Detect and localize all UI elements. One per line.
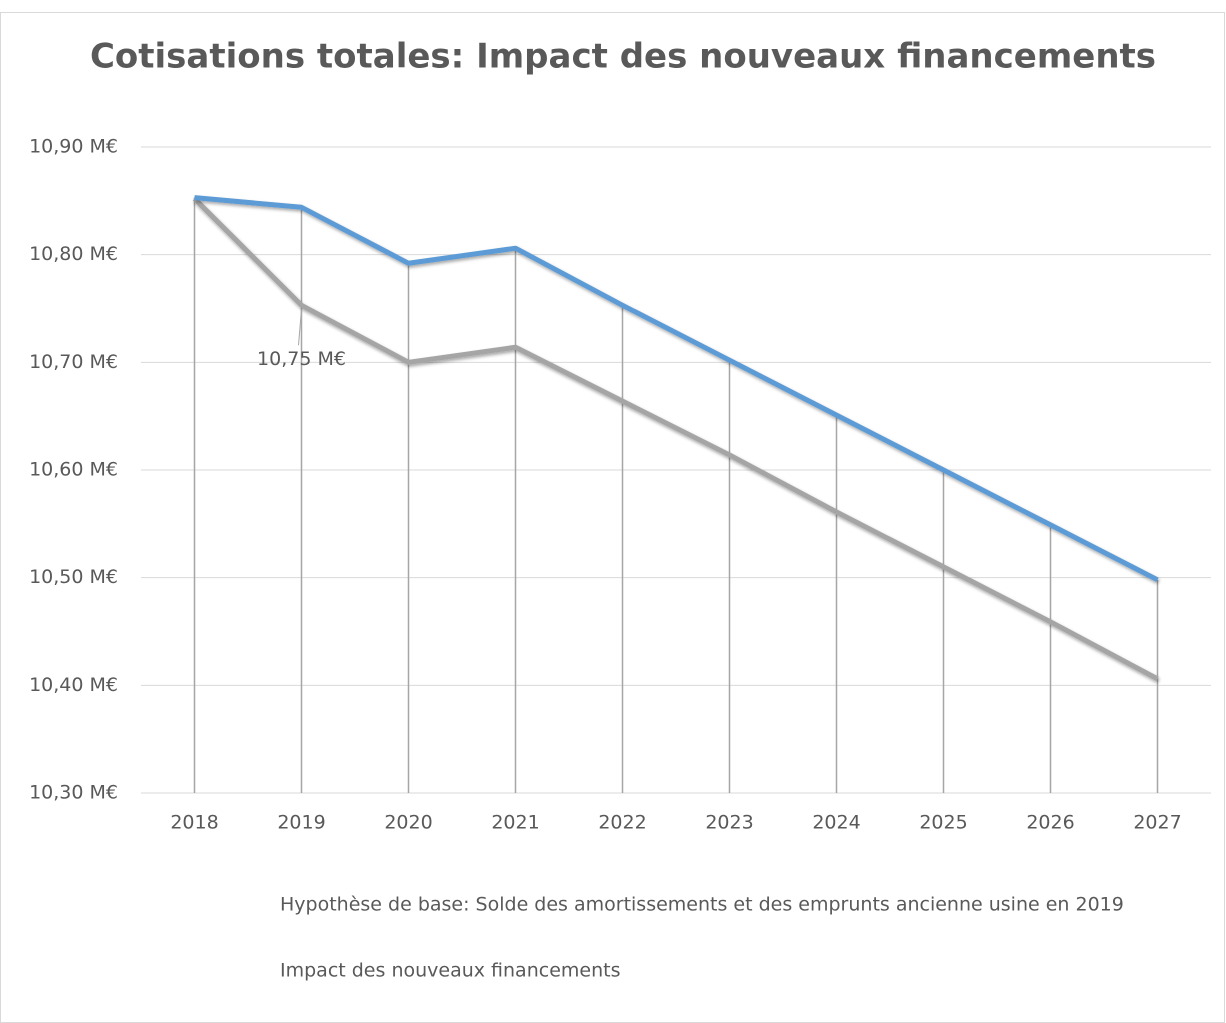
series-line — [192, 196, 1159, 682]
y-tick-label: 10,90 M€ — [29, 136, 118, 158]
y-tick-label: 10,30 M€ — [29, 782, 118, 804]
x-tick-label: 2023 — [705, 812, 753, 834]
x-tick-label: 2019 — [277, 812, 325, 834]
x-tick-label: 2020 — [384, 812, 432, 834]
y-tick-label: 10,80 M€ — [29, 243, 118, 265]
legend-label: Impact des nouveaux financements — [280, 960, 620, 982]
x-tick-label: 2025 — [919, 812, 967, 834]
x-tick-label: 2027 — [1133, 812, 1181, 834]
y-tick-label: 10,50 M€ — [29, 566, 118, 588]
series-line — [194, 195, 1159, 583]
legend-label: Hypothèse de base: Solde des amortisseme… — [280, 894, 1124, 916]
y-tick-label: 10,60 M€ — [29, 459, 118, 481]
x-tick-label: 2022 — [598, 812, 646, 834]
x-tick-label: 2026 — [1026, 812, 1074, 834]
label-leader — [298, 309, 302, 346]
y-tick-label: 10,70 M€ — [29, 351, 118, 373]
x-tick-label: 2021 — [491, 812, 539, 834]
y-tick-label: 10,40 M€ — [29, 674, 118, 696]
x-tick-label: 2024 — [812, 812, 860, 834]
chart-title: Cotisations totales: Impact des nouveaux… — [90, 37, 1156, 77]
data-label: 10,75 M€ — [257, 348, 346, 370]
chart-border — [0, 12, 1225, 1023]
x-tick-label: 2018 — [170, 812, 218, 834]
